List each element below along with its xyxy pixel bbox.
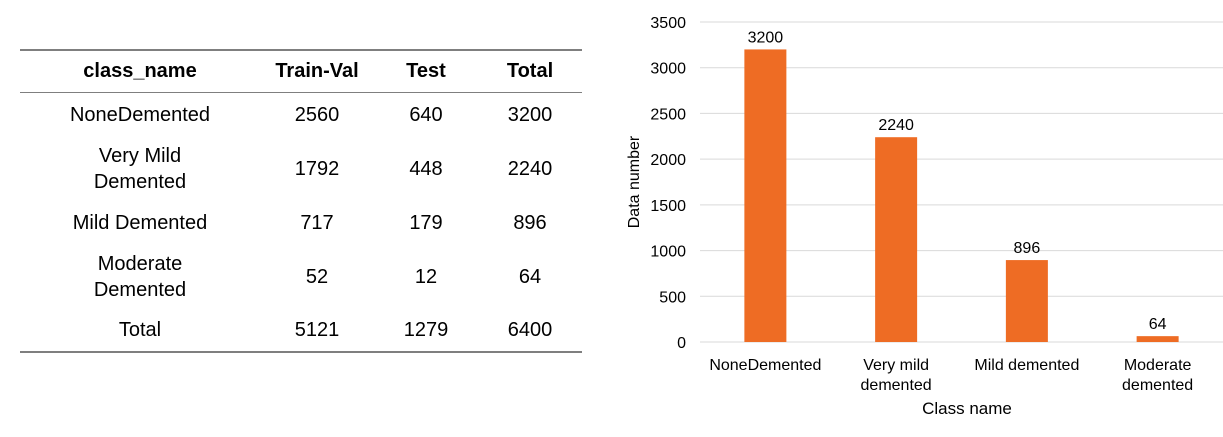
cell-train-val: 52	[305, 266, 329, 288]
y-tick-label: 3500	[650, 15, 686, 32]
bars	[744, 49, 1179, 343]
data-label: 3200	[748, 29, 784, 46]
cell-total: 3200	[507, 104, 553, 127]
y-tick-label: 1000	[650, 244, 686, 261]
cell-train-val: 717	[300, 212, 334, 234]
cell-class-name: Moderate Demented	[93, 253, 187, 301]
x-tick-label: NoneDemented	[709, 357, 821, 374]
y-axis-ticks: 0 500 1000 1500 2000 2500 3000 3500	[650, 15, 686, 352]
bar	[1136, 336, 1179, 342]
data-label: 64	[1149, 316, 1167, 333]
header-class-name: class_name	[83, 60, 197, 82]
cell-class-name: Very Mild Demented	[93, 145, 187, 193]
cell-train-val: 5121	[294, 318, 340, 341]
header-test: Test	[406, 60, 446, 82]
x-axis-title: Class name	[922, 399, 1012, 418]
table-header-row: class_name Train-Val Test Total	[20, 50, 582, 93]
y-tick-label: 2000	[650, 152, 686, 169]
data-table: class_name Train-Val Test Total NoneDeme…	[20, 49, 582, 353]
gridlines	[700, 21, 1223, 343]
y-tick-label: 2500	[650, 106, 686, 123]
y-axis-title: Data number	[626, 135, 643, 228]
cell-test: 640	[409, 104, 443, 127]
cell-test: 1279	[403, 318, 449, 341]
table-row: Mild Demented 717 179 896	[20, 201, 582, 246]
y-tick-label: 0	[677, 335, 686, 352]
cell-class-name: Total	[118, 318, 162, 341]
cell-total: 64	[518, 266, 542, 288]
cell-train-val: 2560	[294, 104, 340, 127]
data-label: 896	[1014, 240, 1041, 257]
x-tick-label: Moderate demented	[1122, 357, 1193, 394]
bar	[1005, 260, 1048, 342]
header-total: Total	[506, 60, 554, 82]
cell-test: 448	[409, 158, 443, 180]
y-tick-label: 1500	[650, 198, 686, 215]
bar	[875, 137, 918, 342]
cell-total: 896	[513, 212, 547, 234]
x-tick-label: Mild demented	[974, 357, 1079, 374]
cell-test: 179	[409, 212, 443, 234]
cell-total: 6400	[507, 318, 553, 341]
cell-train-val: 1792	[294, 158, 340, 180]
cell-test: 12	[414, 266, 438, 288]
y-tick-label: 500	[659, 289, 686, 306]
bar	[744, 49, 787, 343]
table-row: NoneDemented 2560 640 3200	[20, 93, 582, 138]
y-tick-label: 3000	[650, 61, 686, 78]
bar-chart: 0 500 1000 1500 2000 2500 3000 3500 3200 2240 896…	[626, 15, 1223, 418]
table-row: Moderate Demented 52 12 64	[20, 246, 582, 309]
data-label: 2240	[878, 117, 914, 134]
x-axis-categories: NoneDemented Very mild demented Mild dement…	[709, 357, 1193, 394]
data-labels: 3200 2240 896 64	[748, 29, 1167, 333]
cell-total: 2240	[507, 158, 553, 180]
x-tick-label: Very mild demented	[861, 357, 932, 394]
header-train-val: Train-Val	[275, 60, 359, 82]
cell-class-name: Mild Demented	[72, 212, 208, 234]
cell-class-name: NoneDemented	[69, 104, 211, 127]
table-row: Total 5121 1279 6400	[20, 309, 582, 352]
table-row: Very Mild Demented 1792 448 2240	[20, 138, 582, 201]
